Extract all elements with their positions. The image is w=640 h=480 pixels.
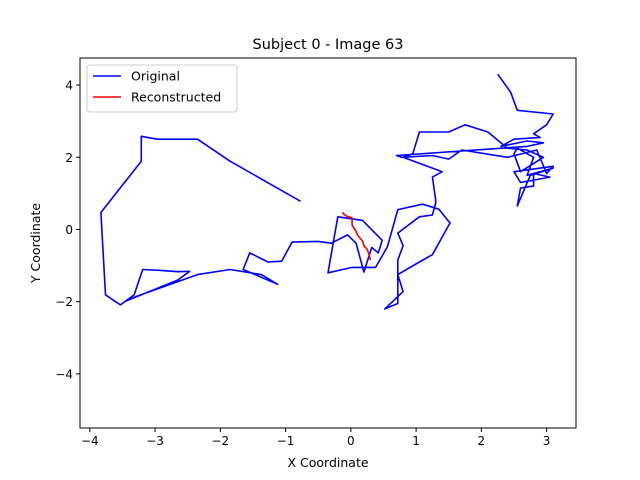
y-axis-label: Y Coordinate [28, 203, 43, 284]
series-line-original [100, 73, 555, 310]
legend-box [86, 64, 238, 113]
chart-title: Subject 0 - Image 63 [253, 37, 404, 53]
x-axis-label: X Coordinate [287, 455, 368, 470]
x-tick-label: 2 [478, 434, 486, 448]
y-tick-label: 4 [65, 79, 73, 93]
y-tick-label: 2 [65, 151, 73, 165]
legend-label-original: Original [131, 69, 180, 84]
y-tick-label: −2 [55, 295, 73, 309]
x-tick-label: −4 [81, 434, 99, 448]
plot-area-frame [79, 57, 577, 429]
series-layer [100, 73, 555, 310]
x-tick-label: 1 [412, 434, 420, 448]
x-tick-label: −1 [277, 434, 295, 448]
x-tick-label: 3 [543, 434, 551, 448]
x-tick-label: −2 [211, 434, 229, 448]
y-tick-label: 0 [65, 223, 73, 237]
legend: Original Reconstructed [86, 64, 238, 113]
x-axis: −4 −3 −2 −1 0 1 2 3 [81, 428, 551, 448]
y-axis: −4 −2 0 2 4 [55, 79, 80, 381]
series-line-reconstructed [341, 211, 372, 261]
legend-label-reconstructed: Reconstructed [131, 90, 221, 105]
x-tick-label: 0 [347, 434, 355, 448]
y-tick-label: −4 [55, 367, 73, 381]
x-tick-label: −3 [146, 434, 164, 448]
